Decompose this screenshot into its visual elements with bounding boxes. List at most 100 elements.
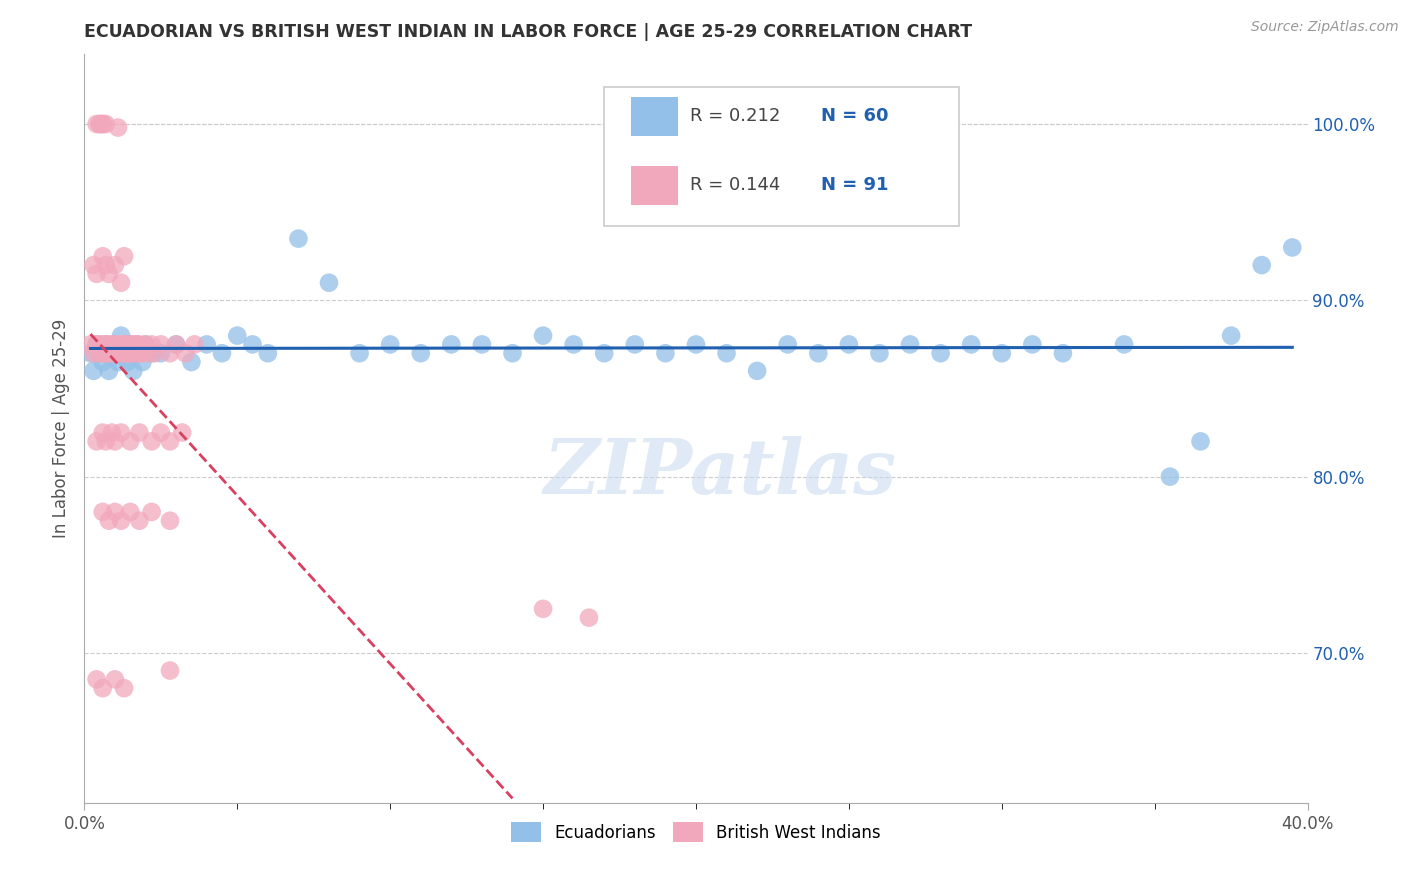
Point [159, 346, 181, 360]
Point [165, 337, 187, 351]
Point [1220, 328, 1243, 343]
Point [838, 337, 860, 351]
Point [149, 337, 172, 351]
Point [97, 337, 120, 351]
Point [120, 337, 142, 351]
Point [115, 346, 138, 360]
Point [110, 346, 132, 360]
Point [128, 346, 150, 360]
Point [122, 364, 145, 378]
Text: N = 60: N = 60 [821, 107, 889, 126]
Point [97, 514, 120, 528]
Point [115, 355, 138, 369]
Point [138, 346, 160, 360]
Point [1281, 240, 1303, 254]
Point [440, 337, 463, 351]
Text: N = 91: N = 91 [821, 177, 889, 194]
Legend: Ecuadorians, British West Indians: Ecuadorians, British West Indians [505, 816, 887, 848]
Point [1159, 469, 1181, 483]
Point [287, 232, 309, 246]
Point [91, 355, 114, 369]
Y-axis label: In Labor Force | Age 25-29: In Labor Force | Age 25-29 [52, 318, 70, 538]
Point [159, 514, 181, 528]
Point [141, 346, 163, 360]
Point [120, 337, 142, 351]
Text: R = 0.212: R = 0.212 [690, 107, 780, 126]
Point [128, 337, 150, 351]
Point [91, 681, 114, 696]
Point [86, 337, 108, 351]
Point [110, 337, 132, 351]
Point [107, 346, 129, 360]
Point [89, 346, 111, 360]
Point [128, 514, 150, 528]
Point [104, 258, 127, 272]
Point [141, 337, 163, 351]
Point [991, 346, 1014, 360]
Point [122, 337, 145, 351]
Text: R = 0.144: R = 0.144 [690, 177, 780, 194]
Point [112, 249, 135, 263]
Point [97, 346, 120, 360]
Point [104, 673, 127, 687]
Point [159, 434, 181, 449]
Point [131, 355, 153, 369]
Point [94, 434, 117, 449]
Point [257, 346, 280, 360]
Point [91, 117, 114, 131]
Point [131, 346, 153, 360]
Point [89, 337, 111, 351]
FancyBboxPatch shape [631, 97, 678, 136]
Point [578, 610, 600, 624]
Point [172, 425, 194, 440]
Point [107, 120, 129, 135]
Point [91, 117, 114, 131]
Point [83, 364, 105, 378]
Point [91, 249, 114, 263]
Point [180, 355, 202, 369]
FancyBboxPatch shape [605, 87, 959, 226]
Point [91, 346, 114, 360]
Point [97, 267, 120, 281]
Point [593, 346, 616, 360]
Point [104, 434, 127, 449]
Point [83, 346, 105, 360]
Point [960, 337, 983, 351]
Point [104, 505, 127, 519]
Point [747, 364, 769, 378]
FancyBboxPatch shape [631, 166, 678, 205]
Point [104, 346, 127, 360]
Point [97, 364, 120, 378]
Point [149, 346, 172, 360]
Point [380, 337, 402, 351]
Point [141, 434, 163, 449]
Point [86, 434, 108, 449]
Point [110, 328, 132, 343]
Point [112, 681, 135, 696]
Point [79, 346, 101, 360]
Point [502, 346, 524, 360]
Point [125, 337, 148, 351]
Point [159, 664, 181, 678]
Point [110, 276, 132, 290]
Point [86, 337, 108, 351]
Point [869, 346, 891, 360]
Point [807, 346, 830, 360]
Point [1250, 258, 1272, 272]
Point [94, 337, 117, 351]
Point [226, 328, 249, 343]
Point [122, 346, 145, 360]
Point [135, 337, 157, 351]
Point [91, 337, 114, 351]
Point [125, 337, 148, 351]
Point [89, 117, 111, 131]
Point [89, 117, 111, 131]
Point [174, 346, 197, 360]
Text: ECUADORIAN VS BRITISH WEST INDIAN IN LABOR FORCE | AGE 25-29 CORRELATION CHART: ECUADORIAN VS BRITISH WEST INDIAN IN LAB… [84, 23, 973, 41]
Point [471, 337, 494, 351]
Point [562, 337, 585, 351]
Point [86, 673, 108, 687]
Point [86, 267, 108, 281]
Point [141, 505, 163, 519]
Point [101, 425, 124, 440]
